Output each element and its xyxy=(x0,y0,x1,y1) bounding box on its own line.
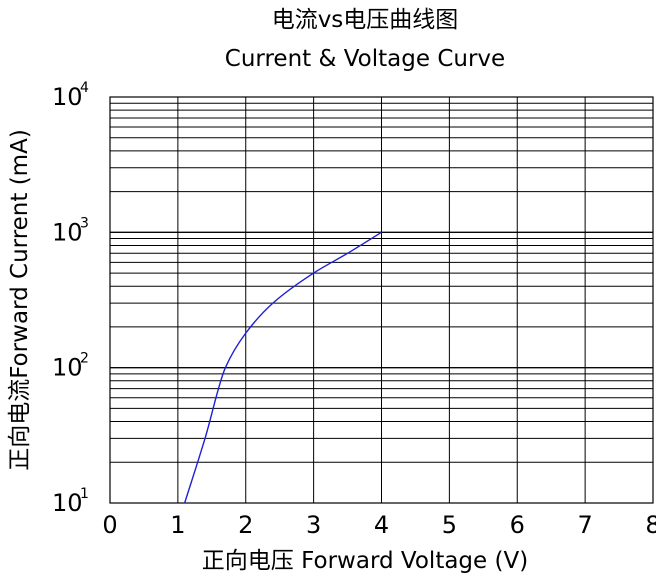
x-tick-labels: 0 1 2 3 4 5 6 7 8 xyxy=(102,511,656,539)
y-tick-label: 10 xyxy=(52,83,83,111)
y-tick-label: 10 xyxy=(52,489,83,517)
x-tick-label: 1 xyxy=(170,511,185,539)
chart-title: 电流vs电压曲线图 xyxy=(272,7,459,33)
chart-subtitle: Current & Voltage Curve xyxy=(225,46,505,72)
y-tick-exponent: 4 xyxy=(80,80,89,96)
x-tick-label: 8 xyxy=(645,511,656,539)
y-tick-exponent: 3 xyxy=(80,215,89,231)
series-line xyxy=(183,231,382,504)
grid xyxy=(110,97,653,503)
series-layer xyxy=(183,231,382,504)
x-tick-label: 4 xyxy=(374,511,389,539)
x-tick-label: 2 xyxy=(238,511,253,539)
y-tick-label: 10 xyxy=(52,354,83,382)
x-tick-label: 6 xyxy=(510,511,525,539)
x-tick-label: 7 xyxy=(577,511,592,539)
x-tick-label: 3 xyxy=(306,511,321,539)
x-tick-label: 0 xyxy=(102,511,117,539)
x-tick-label: 5 xyxy=(442,511,457,539)
y-axis-label: 正向电流Forward Current (mA) xyxy=(7,129,33,471)
x-axis-label: 正向电压 Forward Voltage (V) xyxy=(202,548,528,574)
plot-frame xyxy=(109,96,654,504)
y-tick-exponent: 1 xyxy=(80,486,89,502)
y-tick-label: 10 xyxy=(52,218,83,246)
y-tick-exponent: 2 xyxy=(80,351,89,367)
